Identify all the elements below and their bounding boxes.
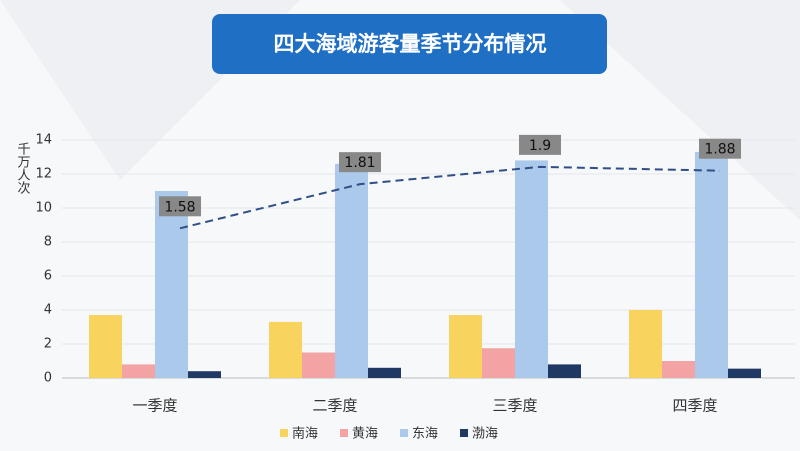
data-label: 1.81 (344, 155, 375, 171)
bar (629, 310, 662, 378)
y-tick-label: 6 (44, 269, 52, 284)
data-label: 1.9 (529, 138, 551, 154)
bar (728, 368, 761, 378)
legend-label: 东海 (412, 427, 438, 442)
y-tick-label: 0 (44, 371, 52, 386)
y-tick-label: 8 (44, 235, 52, 250)
legend-swatch (280, 429, 288, 437)
bar (155, 191, 188, 378)
y-tick-label: 2 (44, 337, 52, 352)
y-tick-label: 12 (35, 167, 52, 182)
legend-label: 黄海 (352, 427, 378, 442)
x-tick-label: 四季度 (672, 397, 717, 415)
y-tick-label: 14 (35, 133, 52, 148)
legend-label: 渤海 (472, 426, 498, 442)
title-box (212, 14, 607, 74)
bar (302, 352, 335, 378)
data-label: 1.58 (164, 199, 195, 215)
data-label-box (159, 196, 201, 217)
legend-swatch (400, 429, 408, 437)
bar (482, 348, 515, 378)
bar (368, 367, 401, 378)
x-tick-label: 三季度 (492, 397, 537, 415)
bar (695, 151, 728, 378)
bar (449, 315, 482, 378)
bar (122, 364, 155, 378)
data-label: 1.88 (704, 142, 735, 158)
y-tick-label: 4 (44, 303, 52, 318)
bar (335, 163, 368, 378)
bar (515, 160, 548, 378)
data-label-box (339, 152, 381, 173)
bg-shape (560, 0, 800, 220)
data-label-box (519, 134, 561, 155)
x-tick-label: 一季度 (132, 397, 177, 415)
legend-label: 南海 (292, 426, 318, 442)
legend-swatch (340, 429, 348, 437)
bar (548, 364, 581, 378)
x-tick-label: 二季度 (312, 397, 357, 415)
chart-title: 四大海域游客量季节分布情况 (274, 32, 547, 56)
y-tick-label: 10 (35, 201, 52, 216)
bar (188, 371, 221, 378)
line (179, 165, 721, 230)
bar (89, 315, 122, 378)
legend-swatch (460, 429, 468, 437)
data-label-box (699, 138, 741, 159)
y-axis-label: 千万人次 (15, 142, 31, 194)
bar (662, 361, 695, 378)
bar (269, 321, 302, 378)
